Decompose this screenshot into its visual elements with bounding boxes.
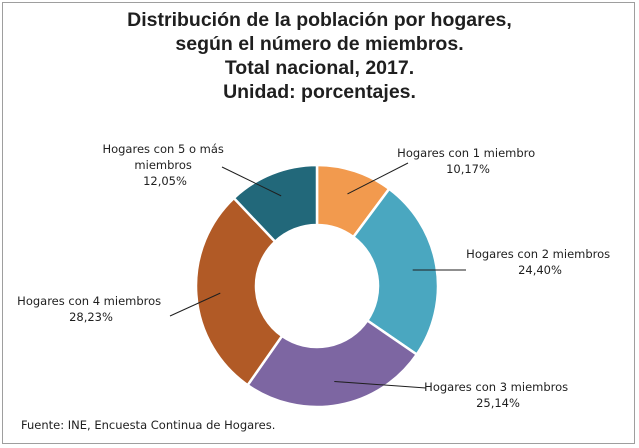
label-5-o-mas-miembros-name-line-2: miembros xyxy=(134,158,191,172)
label-5-o-mas-miembros-name-line-1: Hogares con 5 o más xyxy=(102,142,223,156)
label-2-miembros-value: 24,40% xyxy=(518,263,562,277)
label-3-miembros: Hogares con 3 miembros 25,14% xyxy=(424,380,572,410)
label-1-miembro: Hogares con 1 miembro 10,17% xyxy=(397,146,539,176)
label-2-miembros-name: Hogares con 2 miembros xyxy=(466,247,610,261)
label-3-miembros-name: Hogares con 3 miembros xyxy=(424,380,568,394)
label-4-miembros-value: 28,23% xyxy=(69,310,113,324)
label-5-o-mas-miembros: Hogares con 5 o más miembros 12,05% xyxy=(102,142,227,188)
donut-slices xyxy=(196,165,438,407)
label-4-miembros-name: Hogares con 4 miembros xyxy=(17,294,161,308)
label-4-miembros: Hogares con 4 miembros 28,23% xyxy=(17,294,165,324)
source-note: Fuente: INE, Encuesta Continua de Hogare… xyxy=(21,418,275,432)
label-1-miembro-value: 10,17% xyxy=(446,162,490,176)
label-2-miembros: Hogares con 2 miembros 24,40% xyxy=(466,247,614,277)
label-1-miembro-name: Hogares con 1 miembro xyxy=(397,146,535,160)
label-5-o-mas-miembros-value: 12,05% xyxy=(143,174,187,188)
label-3-miembros-value: 25,14% xyxy=(476,396,520,410)
donut-chart: Hogares con 1 miembro 10,17% Hogares con… xyxy=(0,0,639,448)
